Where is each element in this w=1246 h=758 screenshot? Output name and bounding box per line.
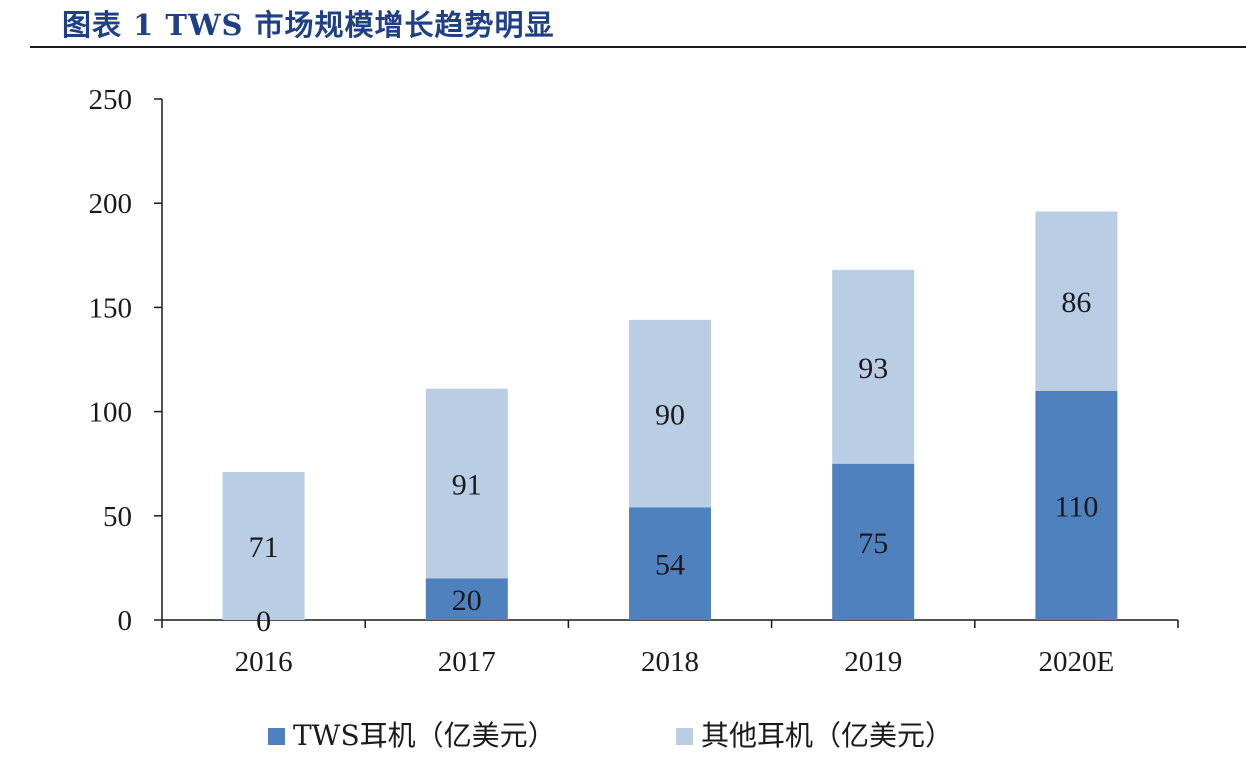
x-tick-label: 2019 (844, 646, 902, 678)
bar-tws (1035, 390, 1118, 620)
data-label-tws: 20 (452, 584, 482, 617)
stacked-bar-chart: 0 50 100 150 200 250 2016 2017 2018 2019 2020E 0 7… (89, 84, 1179, 678)
data-label-tws: 0 (256, 605, 271, 638)
title-divider (30, 46, 1246, 48)
x-axis: 2016 2017 2018 2019 2020E (161, 619, 1179, 678)
x-tick-label: 2018 (641, 646, 699, 678)
y-tick-label: 100 (89, 397, 133, 429)
data-label-tws: 54 (655, 549, 685, 582)
x-tick-label: 2017 (438, 646, 496, 678)
bar-other (1035, 211, 1118, 391)
data-label-tws: 75 (858, 527, 888, 560)
data-label-other: 86 (1061, 286, 1091, 319)
y-tick-label: 200 (89, 188, 133, 220)
y-tick-label: 150 (89, 292, 133, 324)
y-tick-label: 250 (89, 84, 133, 116)
x-tick-label: 2016 (235, 646, 293, 678)
bar-other (425, 388, 508, 579)
legend-label-other: 其他耳机（亿美元） (701, 719, 954, 752)
chart-title: 图表 1 TWS 市场规模增长趋势明显 (62, 8, 555, 42)
data-labels: 0 71 20 91 54 90 75 93 110 86 (249, 286, 1099, 638)
bar-tws (832, 463, 915, 620)
legend-swatch-other (676, 727, 693, 745)
legend-label-tws: TWS耳机（亿美元） (293, 719, 556, 752)
y-tick-label: 0 (118, 605, 133, 637)
legend-swatch-tws (268, 727, 285, 745)
bars (222, 211, 1118, 620)
bar-tws (425, 578, 508, 620)
data-label-tws: 110 (1054, 490, 1098, 523)
bar-other (222, 472, 305, 620)
legend-item-other: 其他耳机（亿美元） (676, 716, 953, 756)
data-label-other: 93 (858, 352, 888, 385)
legend-item-tws: TWS耳机（亿美元） (268, 716, 556, 756)
data-label-other: 91 (452, 468, 482, 501)
y-tick-label: 50 (103, 501, 132, 533)
x-tick-label: 2020E (1039, 646, 1115, 678)
bar-other (832, 269, 915, 464)
data-label-other: 90 (655, 399, 685, 432)
bar-other (629, 319, 711, 508)
data-label-other: 71 (249, 531, 279, 564)
bar-tws (629, 507, 711, 620)
y-axis: 0 50 100 150 200 250 (89, 84, 163, 637)
